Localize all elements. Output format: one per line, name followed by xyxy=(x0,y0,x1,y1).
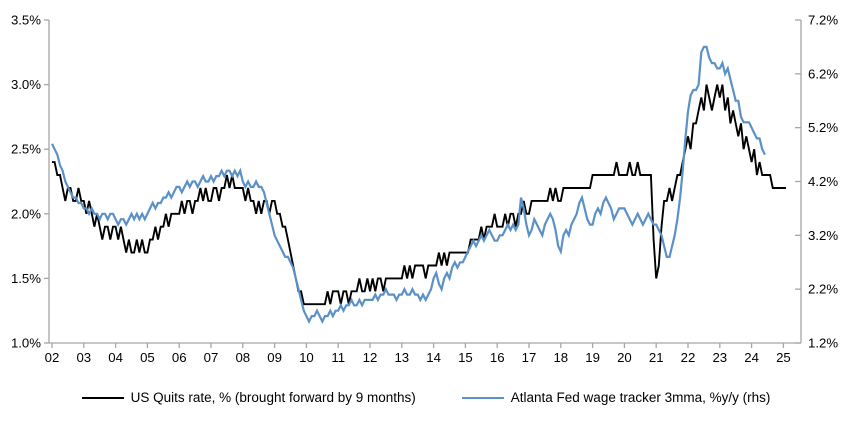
x-axis-tick-label: 25 xyxy=(776,350,791,365)
x-axis-tick-label: 05 xyxy=(140,350,155,365)
x-axis-tick-label: 24 xyxy=(744,350,759,365)
left-axis-tick-label: 2.5% xyxy=(11,142,41,157)
wage-tracker-line-swatch xyxy=(461,396,504,399)
x-axis-tick-label: 16 xyxy=(490,350,505,365)
legend-label-wage-tracker: Atlanta Fed wage tracker 3mma, %y/y (rhs… xyxy=(510,390,771,405)
x-axis-tick-label: 04 xyxy=(108,350,123,365)
right-axis-tick-label: 6.2% xyxy=(808,66,838,81)
legend-label-quits-rate: US Quits rate, % (brought forward by 9 m… xyxy=(130,390,416,405)
x-axis-tick-label: 12 xyxy=(363,350,378,365)
axis-tick-labels: 3.5% 3.0% 2.5% 2.0% 1.5% 1.0% 7.2% 6.2% 5.2% 4.2%… xyxy=(11,13,838,366)
chart-legend: US Quits rate, % (brought forward by 9 m… xyxy=(0,390,852,405)
chart-axes xyxy=(48,20,802,344)
x-axis-tick-label: 03 xyxy=(76,350,91,365)
x-axis-tick-label: 07 xyxy=(204,350,219,365)
legend-item-quits-rate: US Quits rate, % (brought forward by 9 m… xyxy=(81,390,416,405)
x-axis-tick-label: 22 xyxy=(681,350,696,365)
legend-item-wage-tracker: Atlanta Fed wage tracker 3mma, %y/y (rhs… xyxy=(461,390,771,405)
right-axis-tick-label: 7.2% xyxy=(808,13,838,28)
quits-line-swatch xyxy=(81,396,124,399)
x-axis-tick-label: 08 xyxy=(235,350,250,365)
x-axis-tick-label: 19 xyxy=(585,350,600,365)
axis-ticks xyxy=(44,19,801,348)
left-axis-tick-label: 1.5% xyxy=(11,271,41,286)
right-axis-tick-label: 2.2% xyxy=(808,282,838,297)
chart-series xyxy=(51,45,786,325)
x-axis-tick-label: 18 xyxy=(553,350,568,365)
x-axis-tick-label: 23 xyxy=(712,350,727,365)
x-axis-tick-label: 14 xyxy=(426,350,441,365)
x-axis-tick-label: 21 xyxy=(649,350,664,365)
x-axis-tick-label: 13 xyxy=(394,350,409,365)
left-axis-tick-label: 2.0% xyxy=(11,206,41,221)
left-axis-tick-label: 1.0% xyxy=(11,336,41,351)
x-axis-tick-label: 15 xyxy=(458,350,473,365)
x-axis-tick-label: 06 xyxy=(172,350,187,365)
x-axis-tick-label: 20 xyxy=(617,350,632,365)
x-axis-tick-label: 09 xyxy=(267,350,282,365)
x-axis-tick-label: 17 xyxy=(522,350,537,365)
right-axis-tick-label: 5.2% xyxy=(808,120,838,135)
series-line-wage-tracker xyxy=(51,45,766,325)
left-axis-tick-label: 3.0% xyxy=(11,77,41,92)
series-line-quits-rate xyxy=(52,84,786,306)
x-axis-tick-label: 10 xyxy=(299,350,314,365)
left-axis-tick-label: 3.5% xyxy=(11,13,41,28)
right-axis-tick-label: 4.2% xyxy=(808,174,838,189)
right-axis-tick-label: 1.2% xyxy=(808,336,838,351)
x-axis-tick-label: 02 xyxy=(45,350,60,365)
right-axis-tick-label: 3.2% xyxy=(808,228,838,243)
x-axis-tick-label: 11 xyxy=(331,350,345,365)
